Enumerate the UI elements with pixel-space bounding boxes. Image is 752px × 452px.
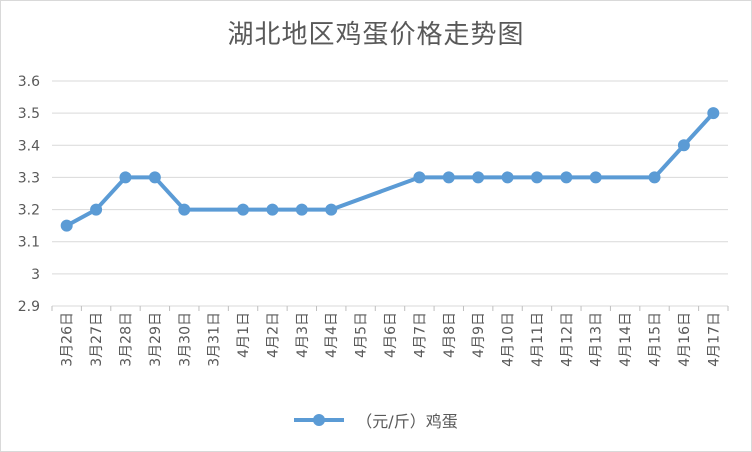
x-tick-label: 4月5日	[354, 312, 370, 358]
x-tick-label: 3月30日	[177, 312, 193, 367]
data-point	[648, 171, 661, 184]
data-point	[560, 171, 573, 184]
x-tick-label: 4月9日	[471, 312, 487, 358]
x-tick-label: 4月11日	[530, 312, 546, 367]
data-point	[325, 203, 338, 216]
x-tick-label: 4月6日	[383, 312, 399, 358]
y-tick-label: 3.2	[18, 203, 40, 219]
x-tick-label: 4月16日	[677, 312, 693, 367]
x-tick-label: 4月7日	[412, 312, 428, 358]
y-tick-label: 2.9	[18, 299, 40, 315]
data-point	[60, 219, 73, 232]
data-point	[148, 171, 161, 184]
x-tick-label: 3月26日	[60, 312, 76, 367]
legend: （元/斤）鸡蛋	[0, 405, 752, 435]
series-line	[64, 111, 716, 228]
data-point	[707, 107, 720, 120]
data-point	[442, 171, 455, 184]
x-tick-label: 3月27日	[89, 312, 105, 367]
x-tick-label: 4月3日	[295, 312, 311, 358]
data-point	[677, 139, 690, 152]
data-point	[237, 203, 250, 216]
y-tick-label: 3.5	[18, 106, 40, 122]
data-point	[295, 203, 308, 216]
legend-series-label: （元/斤）鸡蛋	[356, 412, 458, 431]
x-tick-label: 3月29日	[148, 312, 164, 367]
data-point	[530, 171, 543, 184]
data-point	[413, 171, 426, 184]
x-tick-label: 3月31日	[207, 312, 223, 367]
chart-title: 湖北地区鸡蛋价格走势图	[227, 20, 525, 50]
data-point	[90, 203, 103, 216]
x-tick-label: 4月12日	[559, 312, 575, 367]
x-tick-label: 4月14日	[618, 312, 634, 367]
x-tick-label: 4月1日	[236, 312, 252, 358]
data-point	[178, 203, 191, 216]
x-tick-label: 4月13日	[589, 312, 605, 367]
x-tick-label: 4月8日	[442, 312, 458, 358]
x-tick-label: 4月17日	[706, 312, 722, 367]
x-tick-label: 4月15日	[648, 312, 664, 367]
y-tick-label: 3.4	[18, 138, 40, 154]
y-tick-label: 3.3	[18, 170, 40, 186]
x-tick-label: 4月10日	[501, 312, 517, 367]
data-point	[266, 203, 279, 216]
x-tick-label: 4月4日	[324, 312, 340, 358]
y-tick-label: 3.6	[18, 74, 40, 90]
y-tick-label: 3.1	[18, 235, 40, 251]
data-point	[472, 171, 485, 184]
legend-series-marker	[294, 413, 345, 427]
x-tick-label: 4月2日	[265, 312, 281, 358]
data-point	[501, 171, 514, 184]
data-point	[119, 171, 132, 184]
x-tick-label: 3月28日	[118, 312, 134, 367]
data-point	[589, 171, 602, 184]
y-tick-label: 3	[31, 267, 40, 283]
